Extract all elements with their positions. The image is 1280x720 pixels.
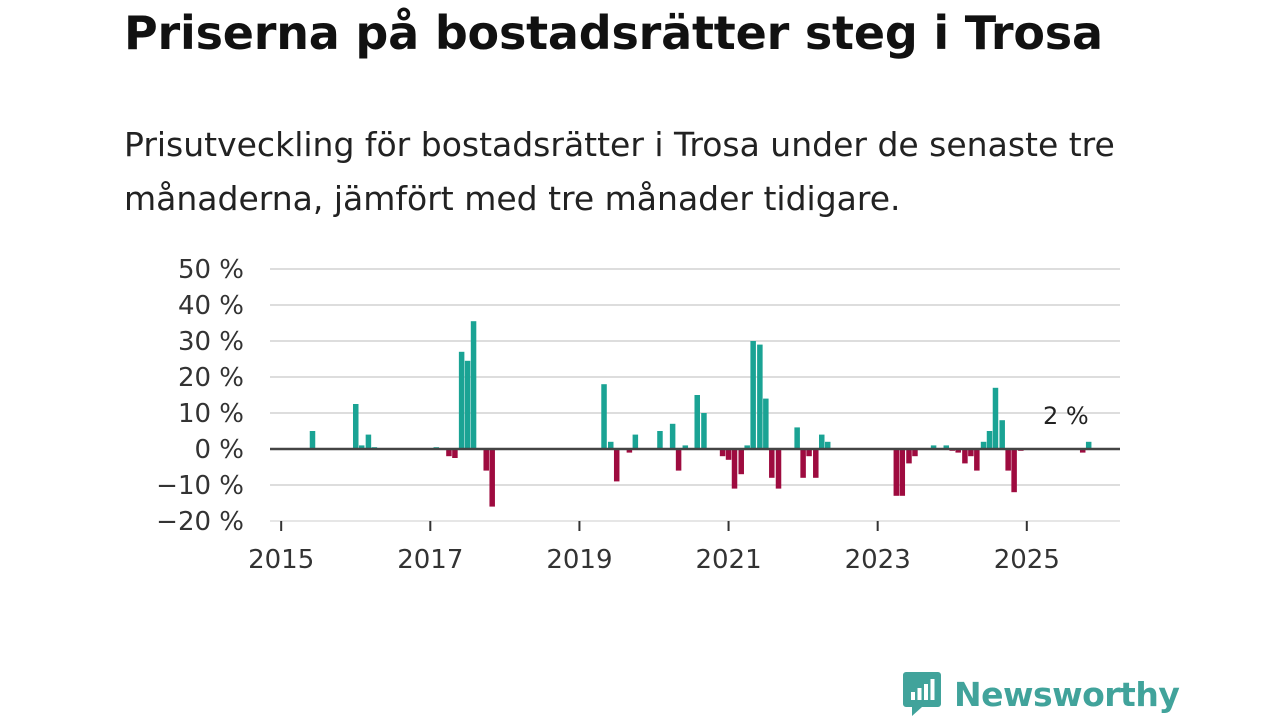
bar <box>694 395 700 449</box>
bar <box>701 413 707 449</box>
bar <box>626 449 633 453</box>
bar <box>489 449 495 507</box>
x-tick-label: 2015 <box>248 545 314 575</box>
bar <box>775 449 782 489</box>
bars <box>309 321 1092 507</box>
bar <box>819 434 825 449</box>
x-tick-label: 2019 <box>546 545 612 575</box>
bar <box>483 449 489 471</box>
x-tick-label: 2025 <box>994 545 1060 575</box>
bar <box>794 427 800 449</box>
bar <box>769 449 775 478</box>
axes <box>270 447 1120 531</box>
bar <box>824 441 831 449</box>
bar <box>607 441 614 449</box>
bar <box>992 387 999 449</box>
bar <box>452 449 458 458</box>
y-tick-label: 10 % <box>178 399 244 429</box>
chart-subtitle: Prisutveckling för bostadsrätter i Trosa… <box>124 125 1115 218</box>
bar <box>757 344 763 449</box>
labels: 50 % 40 % 30 % 20 % 10 % 0 % −10 % −20 %2015 201… <box>156 255 1089 575</box>
brand-name: Newsworthy <box>954 674 1180 714</box>
bar <box>1085 441 1092 449</box>
brand-logo: Newsworthy <box>902 670 1180 718</box>
bar <box>470 321 477 449</box>
y-tick-label: 20 % <box>178 363 244 393</box>
bar <box>806 449 812 457</box>
bar <box>682 445 689 449</box>
y-tick-label: 40 % <box>178 291 244 321</box>
bar <box>738 449 744 475</box>
bar <box>669 423 676 449</box>
bar <box>906 449 912 464</box>
bar <box>744 445 750 449</box>
bar <box>763 398 769 449</box>
x-tick-label: 2023 <box>845 545 911 575</box>
bar <box>464 360 471 449</box>
annotation-label: 2 % <box>1043 402 1089 430</box>
bar <box>725 449 732 460</box>
bar <box>601 384 607 449</box>
bar <box>731 449 738 489</box>
bar-chart: 50 % 40 % 30 % 20 % 10 % 0 % −10 % −20 %2015 201… <box>156 255 1120 575</box>
bar <box>1011 449 1017 493</box>
x-tick-label: 2017 <box>397 545 463 575</box>
y-tick-label: 30 % <box>178 327 244 357</box>
bar <box>675 449 682 471</box>
bar <box>968 449 974 457</box>
bar <box>986 431 993 449</box>
bar <box>1005 449 1011 471</box>
bar <box>800 449 806 478</box>
bar <box>458 351 465 449</box>
chart-title: Priserna på bostadsrätter steg i Trosa <box>124 6 1103 60</box>
bar <box>955 449 961 453</box>
bar <box>912 449 918 457</box>
bar <box>813 449 819 478</box>
grid-lines <box>270 268 1120 486</box>
bar <box>365 434 372 449</box>
y-tick-label: 50 % <box>178 255 244 285</box>
bar <box>750 341 756 449</box>
y-tick-label: 0 % <box>194 435 244 465</box>
bar <box>309 431 316 449</box>
bar <box>943 445 950 449</box>
bar <box>352 404 359 449</box>
y-tick-label: −10 % <box>156 471 244 501</box>
bar <box>1079 449 1086 453</box>
bar <box>962 449 968 464</box>
bar <box>980 441 987 449</box>
bar <box>613 449 620 482</box>
newsworthy-logo-icon <box>903 672 941 716</box>
y-tick-label: −20 % <box>156 507 244 537</box>
bar <box>999 420 1005 449</box>
bar <box>657 431 663 449</box>
bar <box>446 449 452 457</box>
bar <box>893 449 900 496</box>
bar <box>974 449 980 471</box>
bar <box>719 449 726 457</box>
x-tick-label: 2021 <box>695 545 761 575</box>
bar <box>358 445 365 449</box>
bar <box>899 449 906 496</box>
bar <box>930 445 937 449</box>
bar <box>632 434 639 449</box>
